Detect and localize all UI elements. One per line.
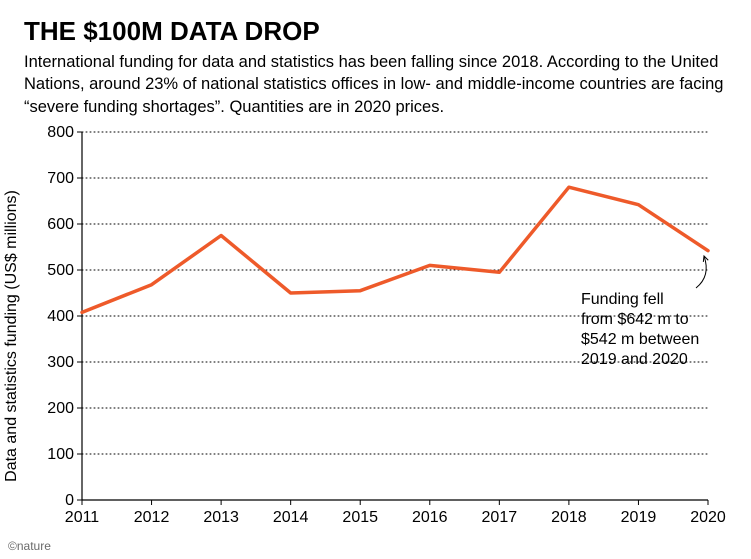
line-chart: 0 100 200 300 400 500 600 700 800 2011 2012 2013 201… (24, 126, 727, 546)
figure-container: THE $100M DATA DROP International fundin… (0, 0, 751, 559)
y-tick-label: 300 (47, 354, 74, 371)
y-tick-label: 200 (47, 400, 74, 417)
figure-title: THE $100M DATA DROP (24, 16, 727, 47)
chart-area: Data and statistics funding (US$ million… (24, 126, 727, 546)
y-tick-label: 0 (65, 492, 74, 509)
annotation-arrow (696, 256, 706, 288)
y-tick-label: 400 (47, 308, 74, 325)
y-tick-label: 500 (47, 262, 74, 279)
x-tick-label: 2011 (65, 509, 100, 526)
y-tick-label: 700 (47, 170, 74, 187)
source-credit: ©nature (8, 539, 51, 553)
annotation-text: from $642 m to (581, 311, 689, 328)
x-tick-label: 2016 (412, 509, 448, 526)
y-tick-label: 100 (47, 446, 74, 463)
x-tick-label: 2012 (134, 509, 170, 526)
annotation-text: Funding fell (581, 291, 664, 308)
y-tick-label: 600 (47, 216, 74, 233)
x-tick-label: 2019 (621, 509, 657, 526)
annotation-text: $542 m between (581, 331, 699, 348)
x-tick-label: 2015 (342, 509, 378, 526)
x-tick-label: 2020 (690, 509, 726, 526)
figure-subtitle: International funding for data and stati… (24, 51, 724, 118)
annotation-text: 2019 and 2020 (581, 351, 688, 368)
x-tick-label: 2017 (482, 509, 518, 526)
y-tick-label: 800 (47, 126, 74, 141)
x-tick-label: 2013 (203, 509, 239, 526)
y-axis-label: Data and statistics funding (US$ million… (3, 190, 21, 482)
x-tick-label: 2014 (273, 509, 309, 526)
x-tick-label: 2018 (551, 509, 587, 526)
